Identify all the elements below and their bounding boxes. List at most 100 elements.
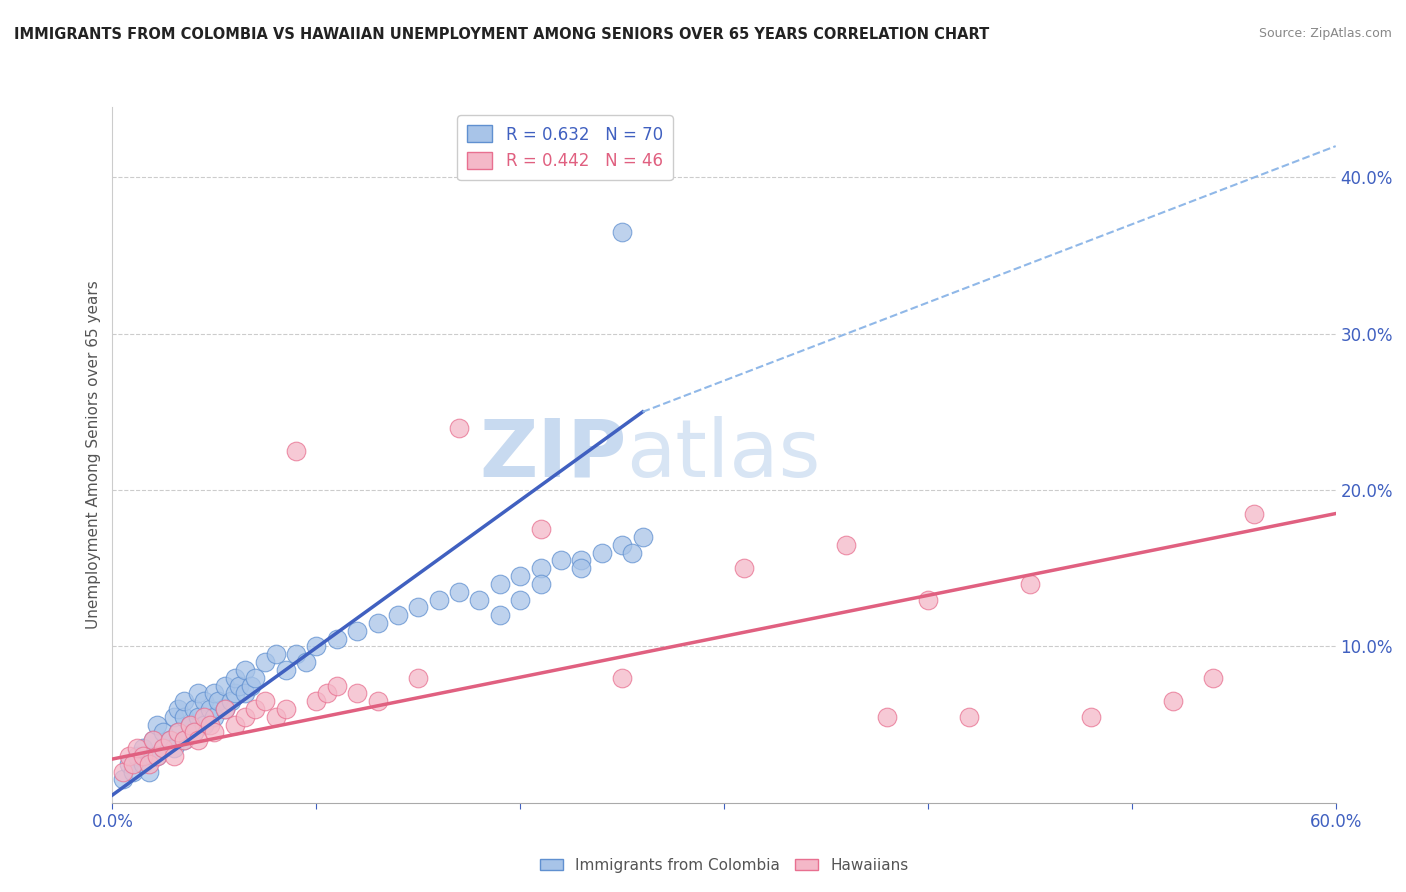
Y-axis label: Unemployment Among Seniors over 65 years: Unemployment Among Seniors over 65 years [86, 281, 101, 629]
Point [166, 702, 188, 716]
Point [264, 647, 287, 661]
Point [274, 702, 297, 716]
Point [146, 717, 169, 731]
Point [122, 764, 145, 779]
Point [447, 584, 470, 599]
Point [366, 615, 388, 630]
Point [183, 725, 205, 739]
Point [179, 717, 201, 731]
Point [142, 748, 165, 763]
Point [427, 592, 450, 607]
Point [138, 764, 160, 779]
Point [284, 444, 308, 458]
Point [621, 546, 644, 560]
Point [346, 624, 368, 638]
Point [166, 725, 188, 739]
Text: IMMIGRANTS FROM COLOMBIA VS HAWAIIAN UNEMPLOYMENT AMONG SENIORS OVER 65 YEARS CO: IMMIGRANTS FROM COLOMBIA VS HAWAIIAN UNE… [14, 27, 990, 42]
Point [387, 608, 409, 623]
Point [138, 756, 160, 771]
Point [146, 748, 169, 763]
Point [366, 694, 388, 708]
Point [245, 671, 267, 685]
Point [142, 733, 165, 747]
Point [132, 756, 155, 771]
Point [326, 679, 349, 693]
Point [214, 679, 236, 693]
Point [610, 538, 633, 552]
Point [734, 561, 756, 575]
Legend: Immigrants from Colombia, Hawaiians: Immigrants from Colombia, Hawaiians [534, 852, 914, 879]
Point [917, 592, 939, 607]
Point [122, 756, 145, 771]
Point [591, 546, 613, 560]
Point [193, 710, 215, 724]
Point [346, 686, 368, 700]
Point [118, 756, 141, 771]
Point [207, 694, 229, 708]
Point [264, 710, 287, 724]
Point [957, 710, 980, 724]
Point [489, 608, 512, 623]
Point [159, 733, 181, 747]
Point [173, 733, 195, 747]
Point [610, 225, 633, 239]
Point [274, 663, 297, 677]
Point [132, 741, 155, 756]
Point [509, 569, 531, 583]
Point [326, 632, 349, 646]
Point [529, 561, 551, 575]
Point [876, 710, 898, 724]
Point [835, 538, 858, 552]
Point [173, 694, 195, 708]
Text: Source: ZipAtlas.com: Source: ZipAtlas.com [1258, 27, 1392, 40]
Point [529, 522, 551, 536]
Point [315, 686, 337, 700]
Point [183, 702, 205, 716]
Point [118, 748, 141, 763]
Point [1161, 694, 1184, 708]
Point [193, 694, 215, 708]
Point [193, 717, 215, 731]
Point [173, 733, 195, 747]
Point [163, 748, 186, 763]
Point [183, 725, 205, 739]
Point [571, 561, 593, 575]
Point [284, 647, 308, 661]
Point [224, 686, 246, 700]
Point [233, 686, 256, 700]
Point [125, 741, 148, 756]
Point [219, 694, 242, 708]
Point [1018, 577, 1040, 591]
Point [204, 725, 226, 739]
Point [305, 640, 328, 654]
Point [146, 748, 169, 763]
Point [224, 671, 246, 685]
Point [254, 655, 277, 669]
Point [295, 655, 318, 669]
Point [610, 671, 633, 685]
Point [408, 600, 430, 615]
Point [187, 733, 209, 747]
Point [187, 710, 209, 724]
Point [1202, 671, 1225, 685]
Point [214, 702, 236, 716]
Text: atlas: atlas [626, 416, 821, 494]
Point [571, 553, 593, 567]
Point [233, 710, 256, 724]
Point [125, 748, 148, 763]
Point [1080, 710, 1102, 724]
Point [163, 741, 186, 756]
Point [204, 710, 226, 724]
Point [179, 717, 201, 731]
Point [132, 748, 155, 763]
Point [204, 686, 226, 700]
Point [163, 710, 186, 724]
Point [159, 733, 181, 747]
Point [550, 553, 572, 567]
Point [152, 741, 174, 756]
Point [529, 577, 551, 591]
Point [254, 694, 277, 708]
Point [214, 702, 236, 716]
Point [111, 764, 134, 779]
Point [200, 717, 222, 731]
